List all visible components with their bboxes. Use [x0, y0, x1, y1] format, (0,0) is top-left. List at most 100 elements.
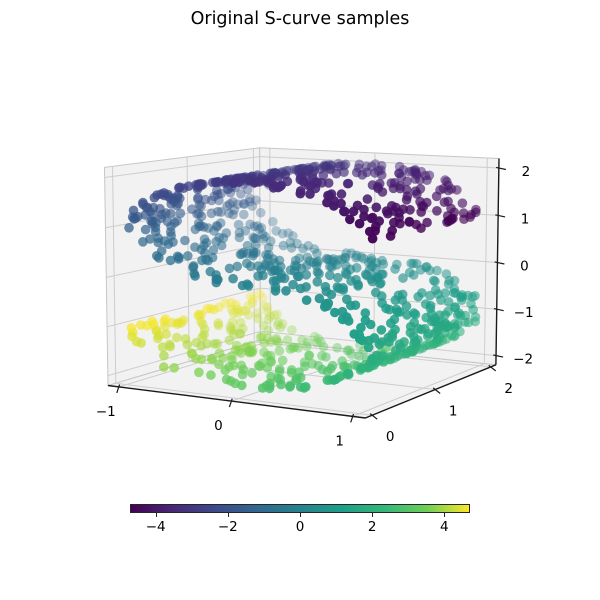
grid-line — [352, 157, 488, 417]
scatter-point — [239, 209, 249, 220]
scatter-point — [440, 288, 451, 298]
scatter-point — [232, 308, 243, 318]
scatter-point — [263, 242, 274, 253]
scatter-point — [412, 189, 422, 199]
scatter-point — [252, 221, 263, 231]
x-axis-line — [107, 384, 366, 419]
scatter-point — [182, 339, 193, 350]
scatter-point — [209, 339, 219, 349]
scatter-point — [224, 199, 235, 209]
scatter-point — [180, 235, 190, 246]
scatter-point — [255, 332, 266, 342]
z-tick-label: −1 — [514, 305, 534, 321]
scatter-point — [256, 223, 267, 233]
scatter-point — [271, 335, 282, 346]
scatter-point — [385, 231, 396, 241]
scatter-point — [268, 183, 279, 193]
scatter-point — [359, 211, 369, 222]
scatter-point — [210, 177, 221, 187]
scatter-point — [301, 270, 312, 280]
scatter-point — [165, 255, 176, 266]
scatter-points — [124, 158, 481, 394]
scatter-point — [163, 239, 174, 249]
scatter-point — [193, 192, 203, 203]
z-tick-label: 0 — [520, 259, 529, 275]
scatter-point — [138, 197, 148, 208]
scatter-point — [439, 197, 450, 207]
scatter-point — [274, 346, 285, 356]
scatter-point — [233, 219, 244, 230]
scatter-point — [226, 325, 236, 335]
scatter-point — [262, 363, 273, 373]
scatter-point — [356, 252, 367, 262]
scatter-point — [258, 320, 269, 331]
scatter-point — [245, 219, 255, 230]
scatter-point — [312, 277, 323, 287]
z-axis-line — [495, 158, 500, 365]
scatter-point — [432, 206, 442, 216]
scatter-point — [153, 237, 163, 248]
scatter-point — [254, 224, 265, 234]
scatter-point — [259, 338, 269, 348]
scatter-point — [408, 270, 419, 280]
scatter-point — [378, 259, 389, 270]
scatter-point — [466, 299, 476, 309]
y-tick — [432, 387, 441, 394]
scatter-point — [270, 286, 281, 296]
scatter-point — [367, 276, 378, 287]
z-tick — [495, 166, 507, 171]
scatter-point — [262, 333, 273, 343]
scatter-point — [209, 304, 219, 315]
scatter-point — [446, 203, 456, 214]
scatter-point — [436, 295, 446, 305]
scatter-point — [293, 343, 304, 353]
scatter-point — [257, 331, 267, 342]
y-tick — [488, 364, 497, 372]
scatter-point — [240, 226, 251, 236]
scatter-point — [312, 248, 322, 259]
scatter-point — [234, 227, 245, 238]
scatter-point — [257, 383, 268, 393]
scatter-point — [243, 281, 254, 291]
scatter-point — [235, 317, 246, 328]
scatter-point — [470, 312, 481, 322]
scatter-point — [309, 244, 320, 254]
scatter-point — [285, 382, 295, 392]
scatter-point — [250, 233, 261, 243]
grid-line — [118, 148, 271, 388]
grid-line — [186, 156, 436, 390]
scatter-point — [311, 337, 322, 348]
scatter-point — [259, 301, 270, 311]
scatter-point — [362, 194, 373, 204]
scatter-point — [277, 319, 288, 329]
scatter-point — [416, 265, 426, 275]
scatter-point — [337, 314, 348, 325]
scatter-point — [255, 361, 265, 372]
scatter-point — [273, 317, 284, 328]
scatter-point — [272, 309, 283, 320]
scatter-point — [425, 265, 435, 276]
scatter-point — [360, 308, 371, 318]
scatter-point — [449, 287, 459, 298]
scatter-point — [367, 233, 378, 244]
x-tick-label: 1 — [335, 433, 344, 449]
scatter-point — [402, 176, 412, 187]
scatter-point — [238, 323, 248, 334]
scatter-point — [263, 314, 274, 325]
scatter-point — [152, 333, 163, 344]
scatter-point — [329, 201, 339, 211]
scatter-point — [265, 311, 276, 322]
scatter-point — [430, 276, 440, 287]
z-tick — [493, 308, 504, 312]
scatter-point — [274, 171, 285, 182]
scatter-point — [140, 210, 151, 220]
scatter-point — [190, 242, 200, 252]
scatter-point — [257, 229, 268, 239]
scatter-point — [183, 251, 193, 261]
scatter-point — [303, 241, 314, 251]
scatter-point — [175, 182, 185, 193]
scatter-point — [226, 297, 237, 308]
scatter-point — [213, 206, 223, 217]
